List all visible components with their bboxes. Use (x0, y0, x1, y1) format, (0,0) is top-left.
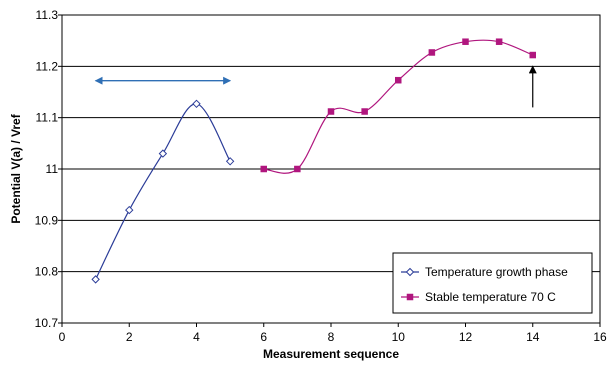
axes: 10.7 10.8 10.9 11 11.1 11.2 11.3 0 2 4 6 8 10 12 14 16 (35, 8, 607, 344)
data-point (495, 38, 503, 45)
series-line (263, 39, 533, 174)
legend-swatch-marker (406, 293, 414, 301)
series-line (95, 103, 231, 280)
annotations (94, 65, 537, 108)
data-point (361, 108, 368, 115)
series-group (91, 38, 536, 284)
data-point (462, 38, 469, 45)
data-point (125, 205, 134, 215)
x-tick-label: 8 (328, 330, 335, 344)
legend-box (392, 252, 593, 314)
x-tick-label: 4 (193, 330, 200, 344)
data-point (428, 49, 436, 56)
y-axis-title: Potential V(a) / Vref (9, 113, 23, 223)
y-tick-label: 10.7 (35, 316, 59, 330)
x-tick-label: 14 (526, 330, 540, 344)
y-tick-label: 11.1 (36, 111, 59, 125)
legend-swatch-marker (405, 267, 415, 277)
y-tick-label: 10.8 (35, 265, 59, 279)
y-tick-label: 11.2 (36, 59, 59, 73)
x-tick-label: 12 (459, 330, 473, 344)
data-point (395, 76, 402, 84)
series-1 (91, 99, 235, 284)
x-axis-title: Measurement sequence (263, 347, 399, 361)
legend-label: Stable temperature 70 C (425, 290, 556, 304)
x-tick-label: 0 (59, 330, 66, 344)
data-point (91, 275, 100, 284)
legend-label: Temperature growth phase (425, 265, 568, 279)
data-point (225, 157, 235, 166)
y-tick-label: 11 (46, 162, 59, 176)
legend: Temperature growth phase Stable temperatu… (392, 252, 593, 314)
data-point (327, 108, 335, 115)
data-point (260, 165, 267, 173)
series-2 (260, 38, 536, 174)
x-tick-label: 2 (126, 330, 133, 344)
legend-item: Stable temperature 70 C (401, 290, 556, 304)
data-point (192, 99, 201, 109)
data-point (158, 149, 168, 158)
data-point (529, 51, 536, 59)
legend-item: Temperature growth phase (401, 265, 568, 279)
y-tick-label: 11.3 (36, 8, 59, 22)
y-tick-label: 10.9 (35, 213, 59, 227)
x-tick-label: 10 (392, 330, 406, 344)
x-tick-label: 16 (593, 330, 607, 344)
data-point (294, 165, 301, 173)
x-tick-label: 6 (260, 330, 267, 344)
